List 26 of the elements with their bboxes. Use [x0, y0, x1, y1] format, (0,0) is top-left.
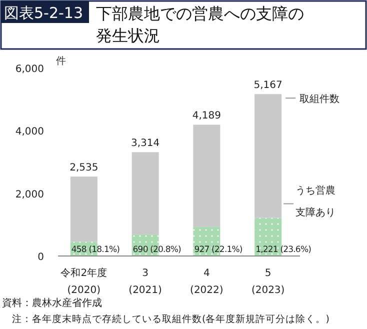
- text: 資料：農林水産省作成: [2, 297, 102, 309]
- x-tick-label: 令和2年度 (2020): [60, 267, 108, 296]
- data-label: 1,221 (23.6%): [256, 245, 312, 255]
- y-tick-label: 0: [38, 252, 44, 263]
- data-label: 690 (20.8%): [132, 245, 182, 255]
- y-tick-label: 4,000: [15, 126, 44, 138]
- x-tick-label: 3 (2021): [128, 268, 162, 296]
- data-label: 458 (18.1%): [71, 245, 120, 255]
- total-label: 2,535: [70, 162, 98, 174]
- y-tick-label: 2,000: [15, 189, 44, 200]
- total-label: 3,314: [130, 138, 160, 150]
- bar: [132, 152, 159, 234]
- bar: [193, 124, 220, 227]
- total-label: 4,189: [192, 110, 222, 122]
- data-label: 927 (22.1%): [194, 245, 242, 255]
- y-tick-label: 6,000: [15, 64, 44, 75]
- x-tick-label: 5 (2023): [251, 268, 285, 296]
- series-label: うち営農支障あり: [296, 184, 336, 219]
- bar: [70, 176, 98, 242]
- text: 注：各年度末時点で存続している取組件数(各年度新規許可分は除く。): [12, 313, 330, 325]
- chart-title: 図表5-2-13 下部農地での営農への支障の発生状況: [4, 4, 304, 45]
- x-tick-label: 4 (2022): [190, 268, 224, 296]
- y-axis-title: 件: [56, 56, 66, 67]
- bar: [254, 94, 282, 218]
- total-label: 5,167: [254, 80, 282, 92]
- series-label: 取組件数: [300, 94, 340, 106]
